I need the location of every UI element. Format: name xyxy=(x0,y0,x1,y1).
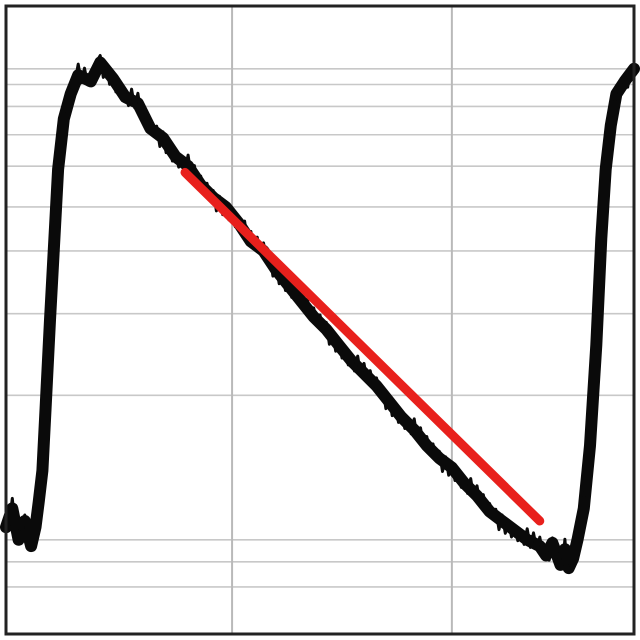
grid-layer xyxy=(6,6,634,634)
fit-line xyxy=(180,167,545,526)
trace-noise xyxy=(5,54,633,568)
series-layer xyxy=(0,54,640,575)
plot-frame xyxy=(4,4,636,636)
